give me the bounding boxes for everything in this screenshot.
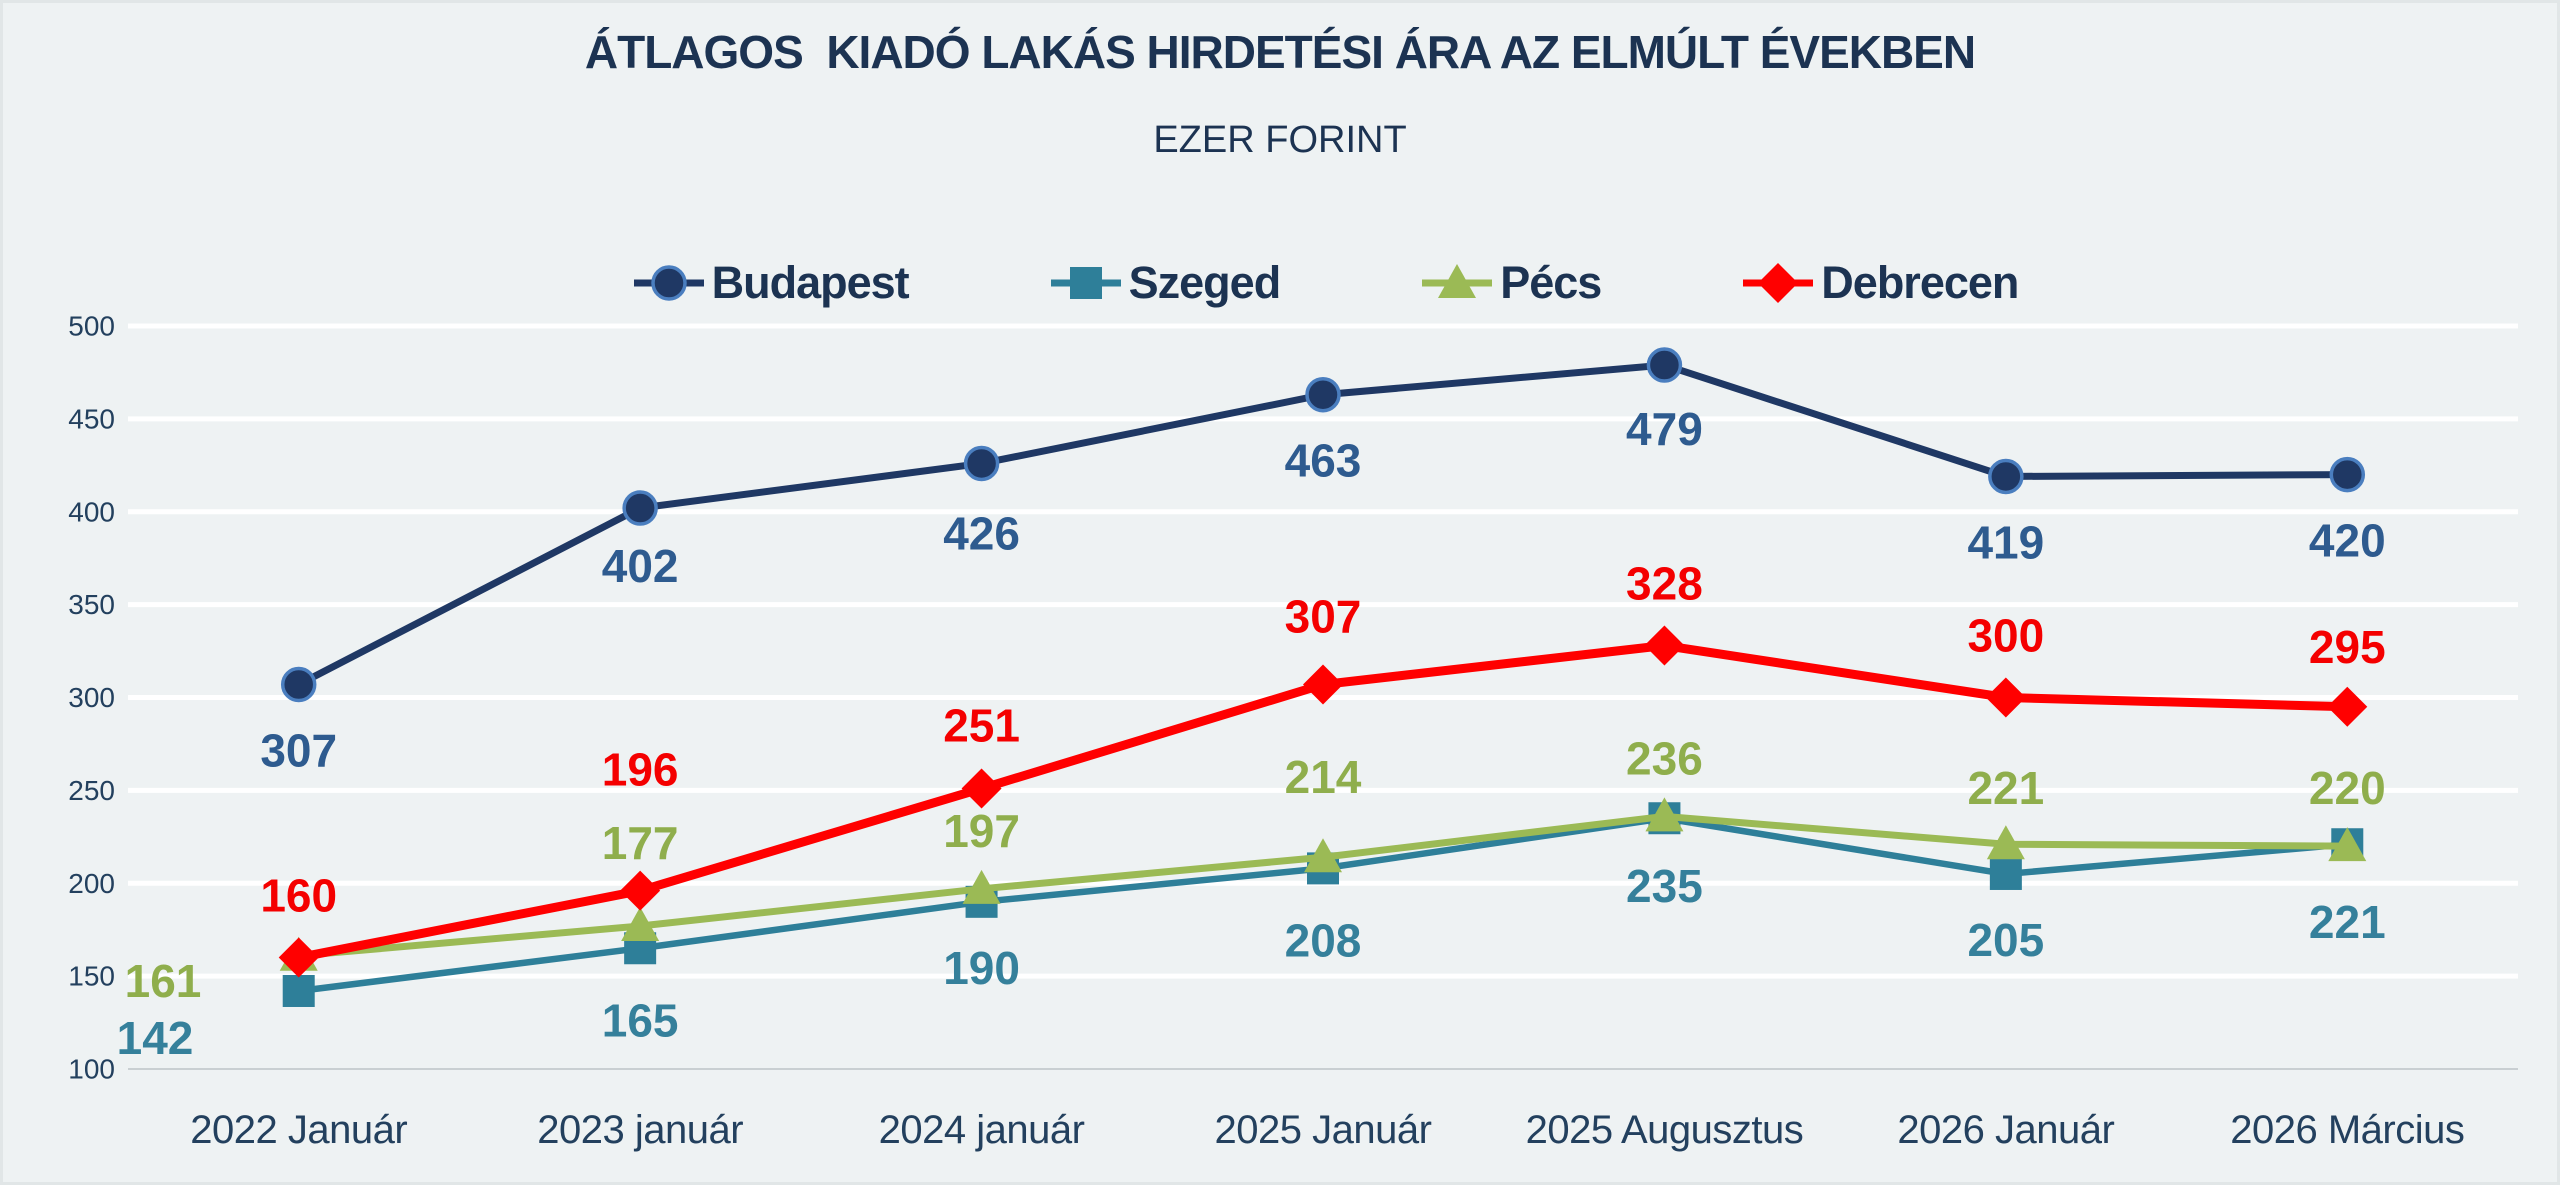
data-point-debrecen-3	[1303, 664, 1343, 705]
data-label-szeged-2: 190	[943, 942, 1020, 994]
data-label-budapest-6: 420	[2309, 515, 2386, 567]
data-label-budapest-1: 402	[602, 540, 679, 592]
legend-label-szeged: Szeged	[1128, 257, 1282, 308]
legend-label-debrecen: Debrecen	[1821, 257, 2019, 308]
y-tick-label-500: 500	[68, 311, 115, 342]
y-tick-label-200: 200	[68, 868, 115, 899]
y-tick-label-400: 400	[68, 496, 115, 527]
data-label-szeged-5: 205	[1967, 914, 2044, 966]
legend-label-pecs: Pécs	[1500, 257, 1602, 308]
data-point-pecs-3	[1304, 838, 1342, 873]
data-label-pecs-4: 236	[1626, 732, 1703, 784]
data-label-szeged-6: 221	[2309, 896, 2386, 948]
series-debrecen: 160 196 251 307 328 300 295	[260, 557, 2386, 978]
data-point-debrecen-5	[1985, 677, 2026, 718]
data-label-debrecen-1: 196	[602, 744, 679, 796]
data-label-budapest-0: 307	[260, 724, 337, 776]
legend-marker-triangle-icon	[1422, 264, 1493, 298]
data-label-pecs-1: 177	[602, 817, 679, 869]
data-point-pecs-1	[621, 906, 660, 941]
data-label-pecs-5: 221	[1967, 762, 2044, 814]
y-tick-label-150: 150	[68, 961, 115, 992]
data-point-szeged-5	[1989, 857, 2022, 890]
legend-marker-square-icon	[1050, 267, 1121, 299]
data-point-debrecen-2	[961, 768, 1002, 809]
y-tick-label-300: 300	[68, 682, 115, 713]
data-point-budapest-2	[963, 445, 1000, 482]
x-tick-label-2026-marcius: 2026 Március	[2230, 1108, 2464, 1152]
data-point-pecs-6	[2328, 827, 2367, 862]
data-point-pecs-4	[1645, 797, 1684, 832]
x-tick-label-2022-januar: 2022 Január	[190, 1108, 407, 1152]
x-tick-label-2024-januar: 2024 január	[879, 1108, 1085, 1152]
data-label-pecs-2: 197	[943, 805, 1020, 857]
legend-marker-szeged	[1069, 267, 1102, 299]
legend-item-budapest: Budapest	[632, 257, 910, 309]
data-label-debrecen-3: 307	[1285, 590, 1362, 642]
legend-item-pecs: Pécs	[1420, 257, 1602, 309]
data-point-budapest-0	[280, 666, 317, 703]
data-label-szeged-4: 235	[1626, 860, 1703, 912]
chart-title: ÁTLAGOS KIADÓ LAKÁS HIRDETÉSI ÁRA AZ ELM…	[584, 26, 1976, 78]
x-tick-label-2025-januar: 2025 Január	[1215, 1108, 1432, 1152]
legend-marker-circle-icon	[633, 265, 704, 301]
data-point-szeged-0	[282, 974, 315, 1007]
data-label-szeged-3: 208	[1285, 914, 1362, 966]
data-label-debrecen-0: 160	[260, 870, 337, 922]
data-point-budapest-6	[2329, 456, 2366, 493]
data-label-debrecen-2: 251	[943, 700, 1020, 752]
legend-marker-pecs	[1438, 264, 1477, 298]
data-point-debrecen-4	[1644, 625, 1685, 666]
data-label-budapest-3: 463	[1285, 435, 1362, 487]
y-tick-label-450: 450	[68, 403, 115, 434]
data-label-pecs-3: 214	[1285, 751, 1362, 803]
legend-marker-budapest	[650, 265, 687, 301]
data-label-debrecen-6: 295	[2309, 621, 2386, 673]
data-point-pecs-2	[962, 869, 1001, 904]
data-point-debrecen-6	[2327, 686, 2368, 727]
series-budapest: 307 402 426 463 479 419 420	[260, 347, 2386, 776]
data-label-pecs-0: 161	[125, 955, 202, 1007]
legend-item-szeged: Szeged	[1049, 257, 1281, 309]
data-point-debrecen-0	[278, 937, 319, 978]
x-tick-label-2023-januar: 2023 január	[537, 1108, 743, 1152]
legend-label-budapest: Budapest	[711, 257, 910, 308]
legend-marker-debrecen	[1758, 263, 1799, 303]
data-label-budapest-4: 479	[1626, 403, 1703, 455]
y-tick-label-100: 100	[68, 1054, 115, 1085]
data-point-budapest-3	[1305, 376, 1341, 413]
data-point-budapest-5	[1988, 458, 2024, 495]
x-tick-label-2025-augusztus: 2025 Augusztus	[1526, 1108, 1804, 1152]
y-tick-label-350: 350	[68, 589, 115, 620]
chart-subtitle: EZER FORINT	[1153, 119, 1407, 161]
y-tick-label-250: 250	[68, 775, 115, 806]
data-label-budapest-2: 426	[943, 507, 1020, 559]
data-label-szeged-0: 142	[117, 1012, 194, 1064]
plot-area: 100 150 200 250 300 350 400 450 500 2022 Január 20…	[68, 311, 2518, 1152]
data-label-pecs-6: 220	[2309, 762, 2386, 814]
data-label-budapest-5: 419	[1967, 516, 2044, 568]
data-label-debrecen-5: 300	[1967, 610, 2044, 662]
data-point-pecs-5	[1986, 825, 2025, 860]
data-point-debrecen-1	[620, 870, 661, 911]
data-label-szeged-1: 165	[602, 994, 679, 1046]
legend-item-debrecen: Debrecen	[1741, 257, 2019, 309]
legend: Budapest Szeged Pécs Debrecen	[48, 251, 2557, 315]
series-pecs: 161 177 197 214 236 221 220	[125, 732, 2386, 1007]
data-label-debrecen-4: 328	[1626, 557, 1703, 609]
legend-marker-diamond-icon	[1743, 263, 1814, 303]
data-point-budapest-1	[622, 490, 658, 526]
x-tick-label-2026-januar: 2026 Január	[1897, 1108, 2114, 1152]
data-point-budapest-4	[1646, 347, 1683, 383]
